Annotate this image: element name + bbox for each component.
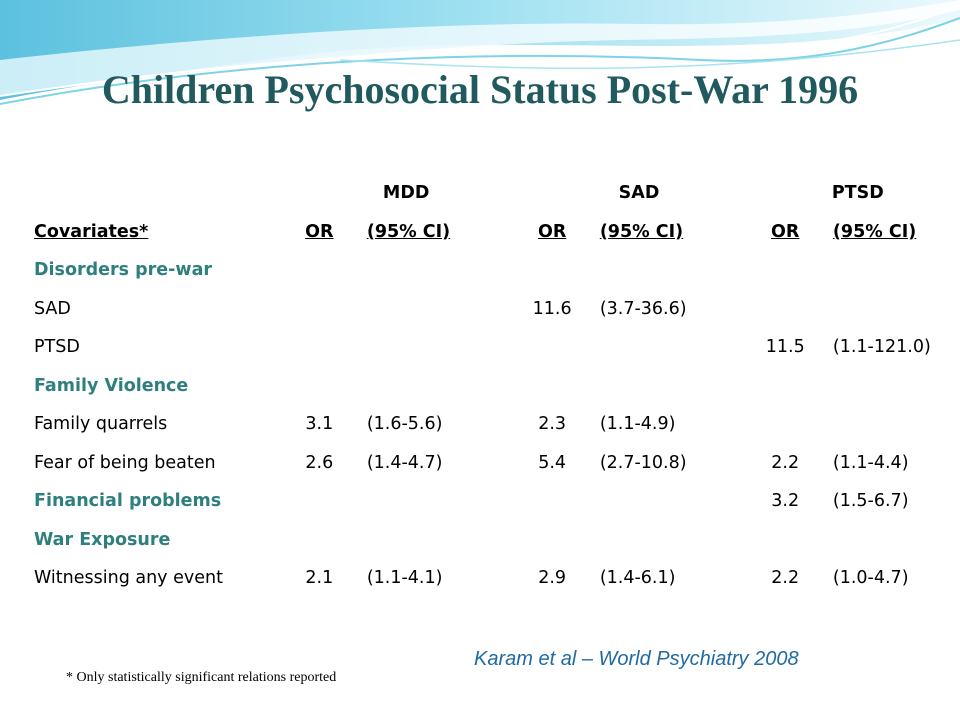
group-label-mdd: MDD <box>382 183 430 204</box>
table-cell <box>349 521 523 560</box>
table-cell <box>756 405 815 444</box>
table-cell <box>815 405 960 444</box>
table-cell: (1.0-4.7) <box>832 568 909 589</box>
table-cell <box>522 482 581 521</box>
table-cell <box>290 521 349 560</box>
covariate-label: Witnessing any event <box>34 568 223 589</box>
citation: Karam et al – World Psychiatry 2008 <box>474 648 799 670</box>
table-cell: 3.2 <box>771 491 800 512</box>
group-label-sad: SAD <box>618 183 660 204</box>
table-cell: 2.1 <box>305 568 334 589</box>
table-cell <box>815 367 960 406</box>
table-cell: (1.4-4.7) <box>366 452 443 473</box>
table-cell <box>290 251 349 290</box>
column-header-row: Covariates* OR (95% CI) OR (95% CI) OR (… <box>30 213 960 252</box>
table-cell: (1.5-6.7) <box>832 491 909 512</box>
group-label-ptsd: PTSD <box>831 183 884 204</box>
column-header: (95% CI) <box>832 221 917 242</box>
section-row: Disorders pre-war <box>30 251 960 290</box>
table-cell <box>815 251 960 290</box>
table-cell: 2.2 <box>771 452 800 473</box>
table-cell: 2.3 <box>538 414 567 435</box>
table-cell <box>756 290 815 329</box>
slide-title: Children Psychosocial Status Post-War 19… <box>101 67 859 112</box>
table-cell <box>582 521 756 560</box>
table-cell: 2.9 <box>538 568 567 589</box>
table-cell <box>522 328 581 367</box>
table-cell: (1.1-4.4) <box>832 452 909 473</box>
section-row: Family Violence <box>30 367 960 406</box>
column-header: (95% CI) <box>366 221 451 242</box>
covariate-label: Family quarrels <box>34 414 168 435</box>
group-header-row: MDD SAD PTSD <box>30 174 960 213</box>
table-cell <box>582 251 756 290</box>
table-cell <box>349 328 523 367</box>
table-cell <box>349 251 523 290</box>
section-row: War Exposure <box>30 521 960 560</box>
table-cell <box>349 367 523 406</box>
column-header: Covariates* <box>34 221 149 242</box>
table-cell: 11.6 <box>532 298 572 319</box>
footnote: * Only statistically significant relatio… <box>66 670 337 685</box>
table-row: SAD 11.6 (3.7-36.6) <box>30 290 960 329</box>
section-label: War Exposure <box>34 529 171 550</box>
table-row: Fear of being beaten 2.6 (1.4-4.7) 5.4 (2.7-… <box>30 444 960 483</box>
table-cell: 11.5 <box>765 337 805 358</box>
table-cell <box>349 482 523 521</box>
section-label: Disorders pre-war <box>34 260 213 281</box>
table-row: PTSD 11.5 (1.1-121.0) <box>30 328 960 367</box>
table-cell <box>756 367 815 406</box>
covariate-label: PTSD <box>34 337 80 358</box>
table-cell <box>522 367 581 406</box>
group-spacer <box>30 174 290 213</box>
table-cell <box>522 521 581 560</box>
column-header: OR <box>771 221 800 242</box>
table-cell: (2.7-10.8) <box>599 452 687 473</box>
table-cell <box>290 367 349 406</box>
table-cell: (1.6-5.6) <box>366 414 443 435</box>
table-cell: (1.1-4.1) <box>366 568 443 589</box>
results-table: MDD SAD PTSD Covariates* OR (95% CI) OR … <box>30 174 960 598</box>
column-header: OR <box>537 221 567 242</box>
table-cell: 2.6 <box>305 452 334 473</box>
table-cell <box>290 290 349 329</box>
table-cell <box>815 521 960 560</box>
column-header: (95% CI) <box>599 221 684 242</box>
covariate-label: Fear of being beaten <box>34 452 216 473</box>
table-cell: (3.7-36.6) <box>599 298 687 319</box>
wave-decoration <box>0 0 960 105</box>
table-cell <box>756 521 815 560</box>
table-cell <box>756 251 815 290</box>
table-cell <box>522 251 581 290</box>
table-cell: 3.1 <box>305 414 334 435</box>
table-cell <box>290 328 349 367</box>
table-cell <box>582 482 756 521</box>
table-cell <box>582 328 756 367</box>
table-cell: (1.4-6.1) <box>599 568 676 589</box>
table-row: Family quarrels 3.1 (1.6-5.6) 2.3 (1.1-4.9) <box>30 405 960 444</box>
table-row: Witnessing any event 2.1 (1.1-4.1) 2.9 (1.4-… <box>30 559 960 598</box>
table-cell <box>349 290 523 329</box>
table-cell <box>290 482 349 521</box>
column-header: OR <box>305 221 334 242</box>
section-label: Financial problems <box>34 491 222 512</box>
table-cell: 5.4 <box>538 452 567 473</box>
table-cell <box>815 290 960 329</box>
table-cell: (1.1-121.0) <box>832 337 931 358</box>
table-cell <box>582 367 756 406</box>
table-cell: (1.1-4.9) <box>599 414 676 435</box>
covariate-label: SAD <box>34 298 71 319</box>
section-row: Financial problems 3.2 (1.5-6.7) <box>30 482 960 521</box>
section-label: Family Violence <box>34 375 189 396</box>
table-cell: 2.2 <box>771 568 800 589</box>
